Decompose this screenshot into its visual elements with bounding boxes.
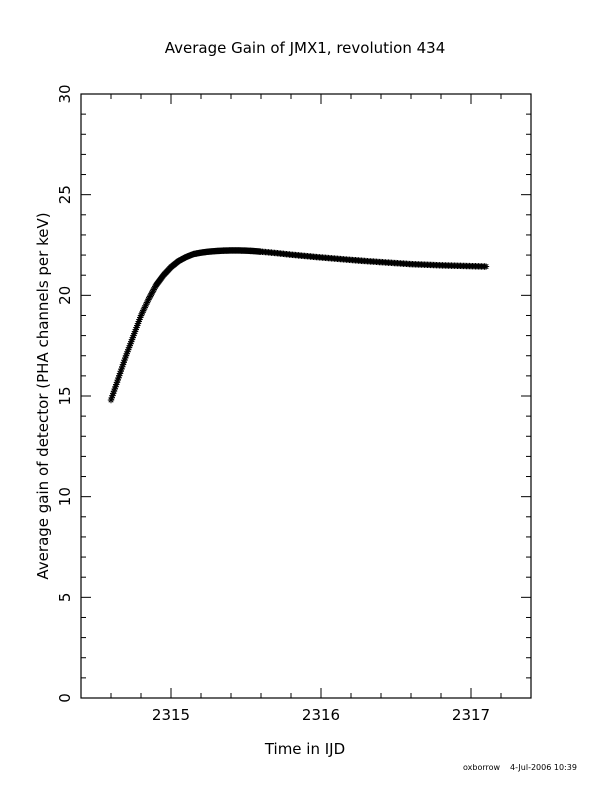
chart-title: Average Gain of JMX1, revolution 434 [165, 39, 446, 57]
y-tick-label: 20 [56, 286, 74, 305]
x-tick-label: 2315 [152, 706, 190, 724]
axis-tick-labels: 0 5 10 15 20 25 30 2315 2316 2317 [56, 84, 490, 724]
y-axis-label: Average gain of detector (PHA channels p… [34, 212, 52, 579]
data-point [482, 263, 490, 270]
y-tick-label: 10 [56, 487, 74, 506]
axis-ticks [80, 93, 532, 699]
y-tick-label: 0 [56, 693, 74, 703]
footer-user: oxborrow [463, 763, 501, 772]
data-points [107, 247, 490, 404]
x-tick-label: 2317 [452, 706, 490, 724]
footer-timestamp: 4-Jul-2006 10:39 [510, 763, 577, 772]
x-axis-label: Time in IJD [264, 740, 345, 758]
x-tick-label: 2316 [302, 706, 340, 724]
plot-frame [80, 93, 532, 699]
y-tick-label: 30 [56, 84, 74, 103]
y-tick-label: 5 [56, 593, 74, 603]
y-tick-label: 25 [56, 185, 74, 204]
y-tick-label: 15 [56, 386, 74, 405]
